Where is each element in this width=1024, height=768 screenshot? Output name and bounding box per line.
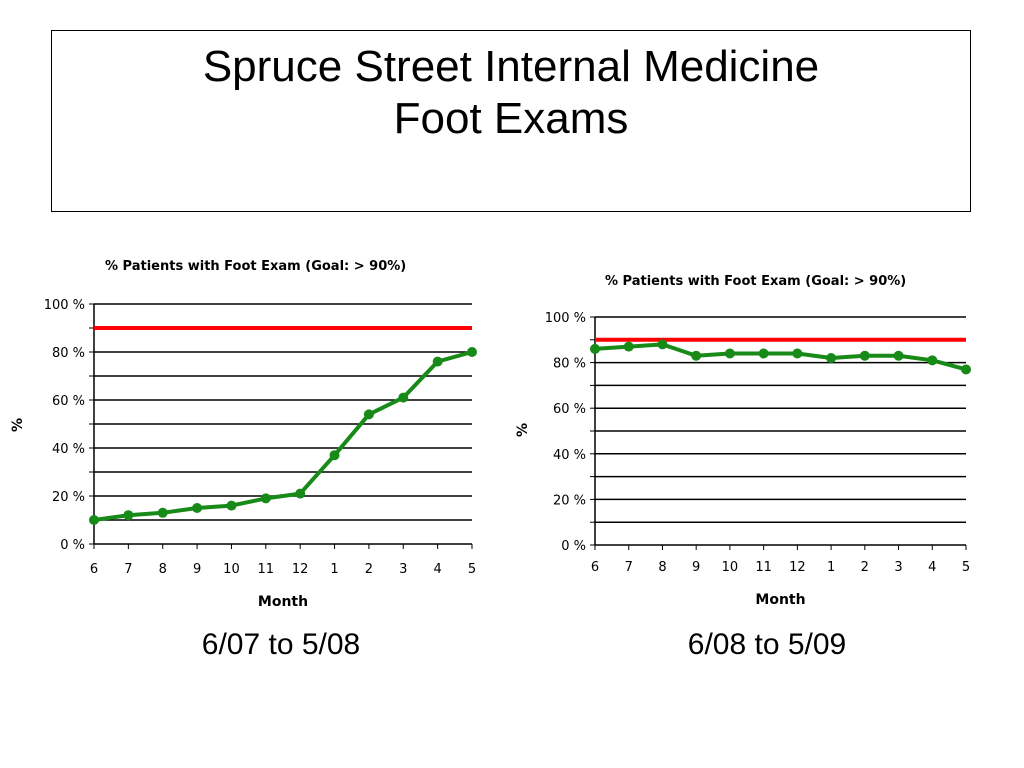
x-tick-label: 12 xyxy=(292,562,309,577)
data-point xyxy=(467,347,477,357)
chart-title: % Patients with Foot Exam (Goal: > 90%) xyxy=(105,259,406,274)
x-tick-label: 8 xyxy=(658,560,666,575)
data-point xyxy=(758,348,769,359)
y-tick-label: 40 % xyxy=(52,442,85,457)
x-tick-label: 2 xyxy=(365,562,373,577)
y-tick-label: 60 % xyxy=(553,402,586,417)
data-point xyxy=(329,450,340,461)
x-tick-label: 6 xyxy=(90,562,98,577)
x-tick-label: 1 xyxy=(827,560,835,575)
chart-title: % Patients with Foot Exam (Goal: > 90%) xyxy=(605,274,906,289)
data-point xyxy=(157,507,168,518)
slide-title: Spruce Street Internal Medicine xyxy=(202,42,820,91)
x-axis-label: Month xyxy=(755,592,805,608)
y-axis-label: % xyxy=(515,423,531,437)
data-point xyxy=(432,356,443,367)
x-tick-label: 6 xyxy=(591,560,599,575)
x-tick-label: 10 xyxy=(722,560,739,575)
x-tick-label: 5 xyxy=(468,562,476,577)
data-point xyxy=(893,350,904,361)
chart-right: % Patients with Foot Exam (Goal: > 90%) 0… xyxy=(515,274,971,608)
data-point xyxy=(859,350,870,361)
data-point xyxy=(89,515,99,525)
x-tick-label: 7 xyxy=(625,560,633,575)
x-tick-label: 9 xyxy=(193,562,201,577)
y-tick-label: 80 % xyxy=(52,346,85,361)
x-tick-label: 5 xyxy=(962,560,970,575)
x-tick-label: 11 xyxy=(258,562,275,577)
data-point xyxy=(657,339,668,350)
data-point xyxy=(961,364,971,375)
data-point xyxy=(691,350,702,361)
x-tick-label: 7 xyxy=(124,562,132,577)
data-point xyxy=(927,355,938,366)
chart-left: % Patients with Foot Exam (Goal: > 90%) 0… xyxy=(10,259,477,610)
y-tick-label: 100 % xyxy=(44,298,85,313)
y-tick-label: 20 % xyxy=(553,493,586,508)
data-point xyxy=(623,341,634,352)
x-tick-label: 1 xyxy=(330,562,338,577)
x-tick-label: 9 xyxy=(692,560,700,575)
y-tick-label: 40 % xyxy=(553,448,586,463)
x-tick-label: 2 xyxy=(861,560,869,575)
x-tick-label: 4 xyxy=(928,560,936,575)
caption-right: 6/08 to 5/09 xyxy=(687,628,847,661)
data-point xyxy=(295,488,306,499)
x-tick-label: 4 xyxy=(433,562,441,577)
data-point xyxy=(363,409,374,420)
data-point xyxy=(123,510,134,521)
x-axis-label: Month xyxy=(258,594,308,610)
slide-subtitle: Foot Exams xyxy=(393,94,629,143)
data-point xyxy=(226,500,237,511)
data-point xyxy=(398,392,409,403)
x-tick-label: 8 xyxy=(159,562,167,577)
y-tick-label: 60 % xyxy=(52,394,85,409)
slide-title-box: Spruce Street Internal Medicine Foot Exa… xyxy=(51,30,971,212)
data-point xyxy=(192,503,203,513)
y-tick-label: 100 % xyxy=(545,311,586,326)
y-tick-label: 20 % xyxy=(52,490,85,505)
series-line xyxy=(93,350,473,522)
x-tick-label: 10 xyxy=(223,562,240,577)
y-tick-label: 0 % xyxy=(60,538,85,553)
y-tick-label: 0 % xyxy=(561,539,586,554)
y-tick-label: 80 % xyxy=(553,357,586,372)
caption-left: 6/07 to 5/08 xyxy=(201,628,361,661)
data-point xyxy=(792,348,803,359)
x-tick-label: 3 xyxy=(894,560,902,575)
x-tick-label: 12 xyxy=(789,560,806,575)
y-axis-label: % xyxy=(10,418,26,432)
data-point xyxy=(724,348,735,359)
series-line xyxy=(594,342,967,372)
data-point xyxy=(826,353,837,364)
x-tick-label: 11 xyxy=(755,560,772,575)
x-tick-label: 3 xyxy=(399,562,407,577)
data-point xyxy=(260,493,271,504)
data-point xyxy=(590,343,600,354)
